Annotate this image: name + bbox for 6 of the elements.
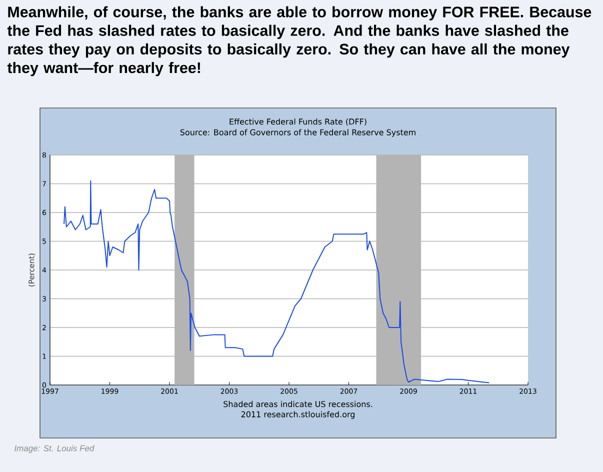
text: Image: St. Louis Fed [14, 445, 94, 453]
chart-subtitle: Source: Board of Governors of the Federal Reserve System [180, 129, 416, 137]
text: Meanwhile, of course, the banks are able to borrow money FOR FREE. Because the Fed has slashed rates to basically zero. And the banks have slashed the rates they pay on deposits to basically zero. So they can have all the money they want—for nearly free! [7, 6, 592, 76]
chart-title: Effective Federal Funds Rate (DFF) [230, 118, 366, 126]
text: 2011 research.stlouisfed.org [241, 411, 354, 419]
text: Shaded areas indicate US recessions. [224, 400, 372, 408]
